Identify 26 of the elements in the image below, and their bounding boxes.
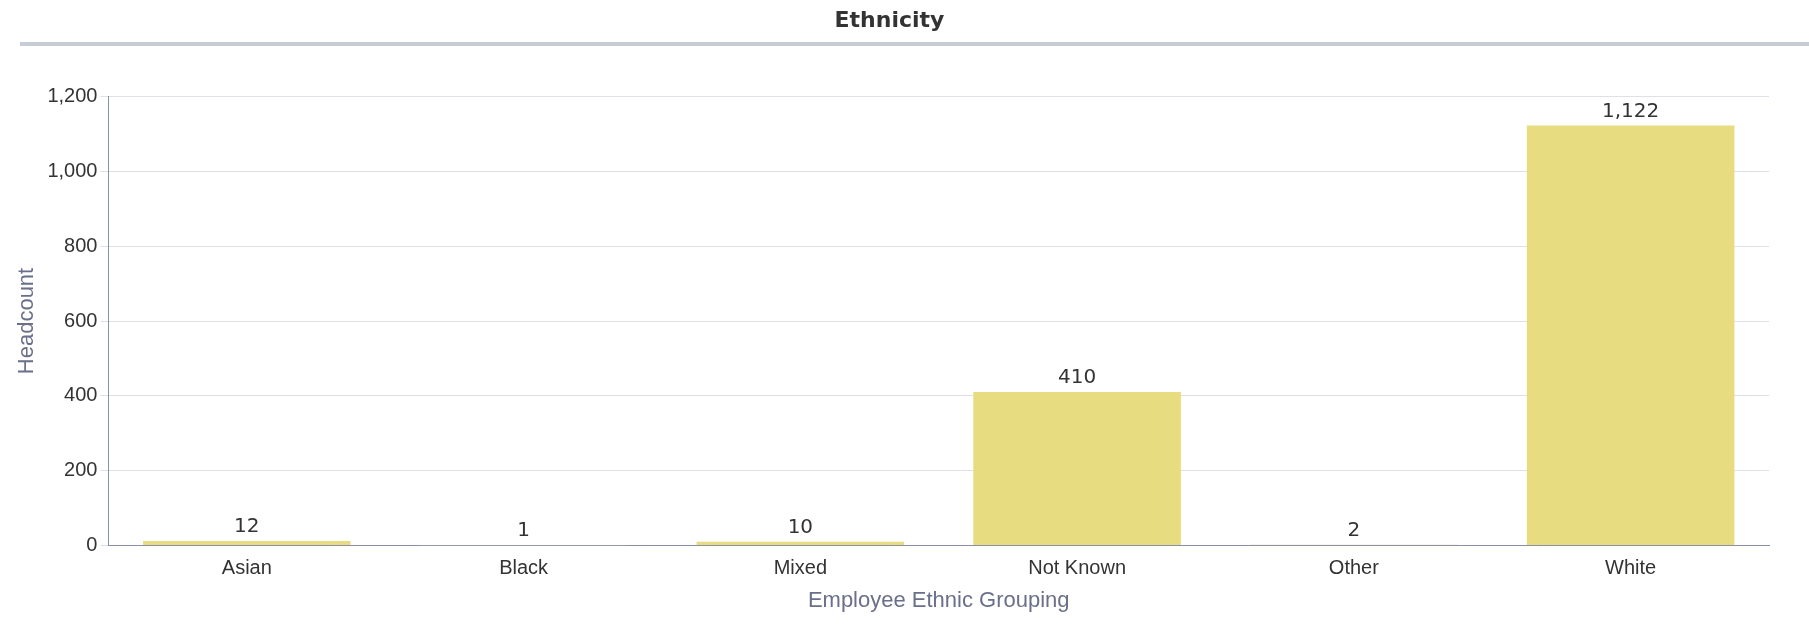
chart-title: Ethnicity [834, 6, 945, 32]
bar [1526, 125, 1735, 546]
x-tick-label: White [1605, 556, 1657, 579]
y-tick-label: 1,000 [47, 158, 98, 181]
y-tick-label: 800 [64, 233, 98, 256]
y-tick-label: 0 [86, 533, 98, 556]
data-label: 2 [1347, 517, 1361, 542]
y-axis-title: Headcount [13, 267, 39, 375]
data-label: 1 [517, 517, 530, 542]
x-tick-label: Mixed [773, 556, 828, 579]
x-tick-label: Asian [221, 556, 272, 579]
y-tick-label: 1,200 [47, 83, 98, 106]
x-tick-label: Other [1328, 556, 1380, 579]
bar [143, 541, 351, 546]
data-label: 10 [787, 514, 814, 539]
bar [973, 392, 1181, 546]
y-tick-label: 400 [64, 383, 98, 406]
x-axis-title: Employee Ethnic Grouping [807, 586, 1070, 612]
data-label: 1,122 [1601, 97, 1660, 122]
x-tick-label: Not Known [1028, 556, 1127, 579]
data-label: 12 [234, 513, 260, 538]
y-tick-label: 600 [64, 308, 98, 331]
data-label: 410 [1058, 364, 1097, 389]
x-tick-label: Black [499, 556, 550, 579]
y-tick-label: 200 [64, 458, 98, 481]
bar [696, 541, 905, 546]
